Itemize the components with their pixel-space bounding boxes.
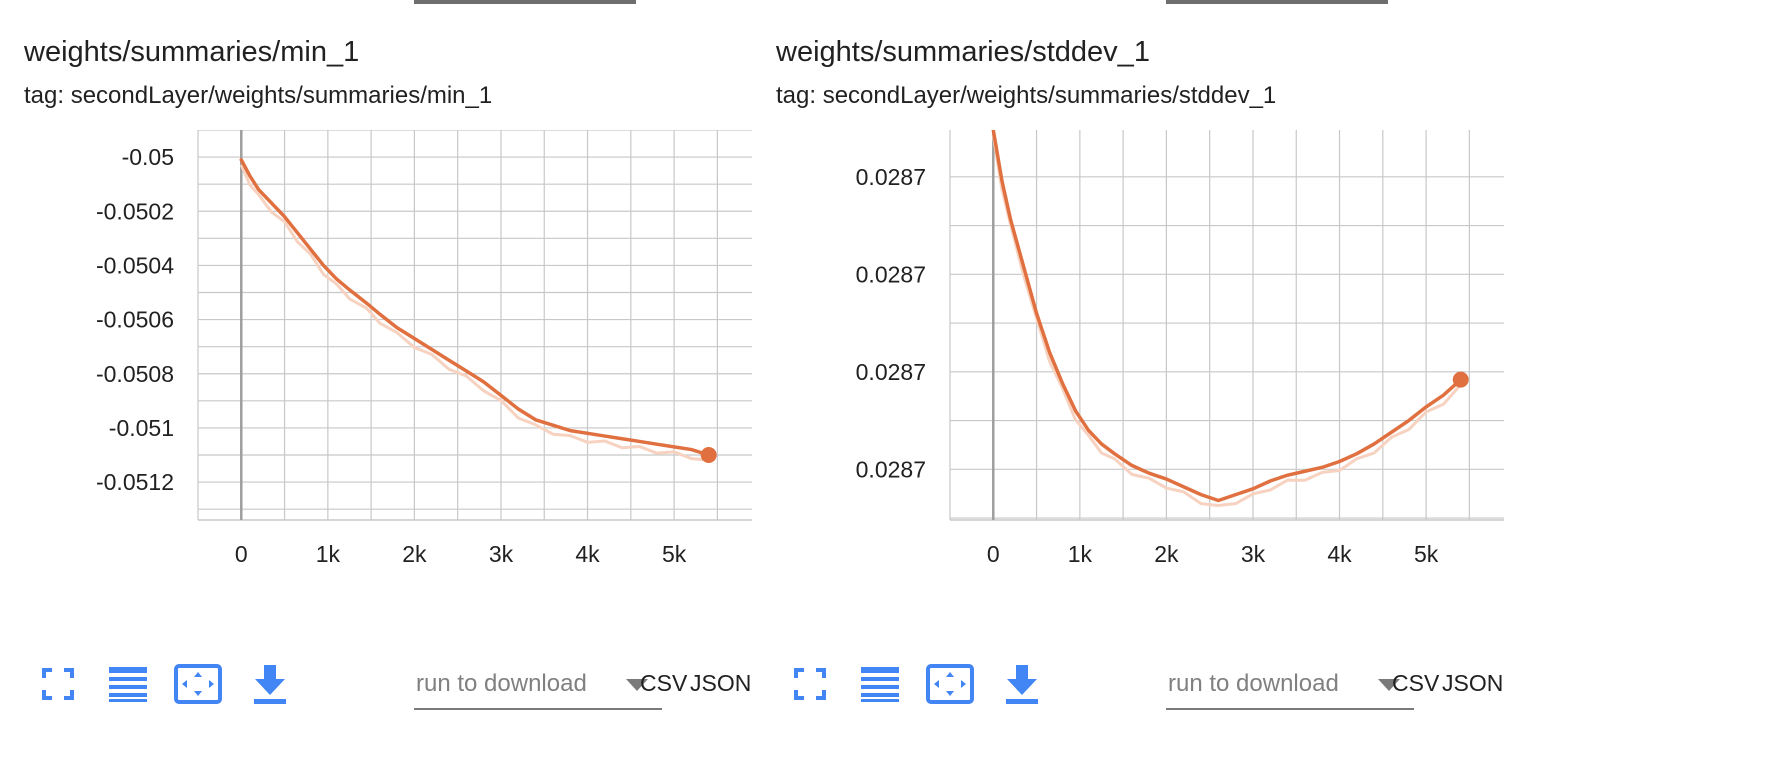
last-point-marker (700, 447, 717, 463)
grid (197, 130, 752, 520)
download-image-button[interactable] (1000, 660, 1044, 708)
card-tag: tag: secondLayer/weights/summaries/min_1 (24, 82, 493, 109)
line-chart-stddev[interactable]: 0 1k 2k 3k 4k 5k 0.0287 0.0287 0.0287 0.0287 (752, 130, 1602, 650)
last-point-marker (1452, 371, 1469, 388)
fit-domain-icon (174, 664, 222, 704)
json-link[interactable]: JSON (1442, 670, 1504, 696)
run-select[interactable]: run to download (414, 664, 662, 710)
y-tick-label: 0.0287 (856, 164, 926, 190)
series-line (991, 130, 1463, 503)
download-image-button[interactable] (248, 660, 292, 708)
y-tick-label: 0.0287 (856, 359, 926, 385)
fit-domain-icon (926, 664, 974, 704)
top-divider-right (1166, 0, 1388, 4)
x-tick-label: 0 (235, 541, 248, 567)
x-tick-label: 3k (1241, 541, 1266, 567)
y-tick-label: 0.0287 (856, 456, 926, 482)
y-tick-label: -0.051 (109, 415, 174, 441)
fullscreen-icon (42, 668, 74, 700)
csv-link[interactable]: CSV (1392, 670, 1440, 696)
run-select-placeholder: run to download (1168, 670, 1339, 697)
x-tick-label: 2k (1154, 541, 1179, 567)
run-select-placeholder: run to download (416, 670, 587, 697)
line-chart-min[interactable]: 0 1k 2k 3k 4k 5k -0.05 -0.0502 -0.0504 -0.0506 -0.… (0, 130, 850, 650)
y-tick-label: -0.0508 (96, 361, 174, 387)
chart-toolbar: run to download CSV JSON (0, 660, 850, 710)
card-title: weights/summaries/stddev_1 (776, 36, 1150, 68)
lines-icon (109, 667, 147, 702)
download-icon (1006, 665, 1038, 704)
y-tick-label: -0.0502 (96, 198, 174, 224)
json-link[interactable]: JSON (690, 670, 752, 696)
y-tick-label: 0.0287 (856, 261, 926, 287)
run-select[interactable]: run to download (1166, 664, 1414, 710)
x-tick-label: 1k (1068, 541, 1093, 567)
x-tick-label: 3k (489, 541, 514, 567)
x-tick-label: 1k (316, 541, 341, 567)
fullscreen-button[interactable] (788, 660, 832, 708)
card-tag: tag: secondLayer/weights/summaries/stdde… (776, 82, 1277, 109)
lines-icon (861, 667, 899, 702)
download-icon (254, 665, 286, 704)
x-tick-label: 4k (575, 541, 600, 567)
fullscreen-button[interactable] (36, 660, 80, 708)
x-tick-label: 5k (662, 541, 687, 567)
y-tick-label: -0.05 (122, 144, 174, 170)
dropdown-arrow-icon (1378, 679, 1400, 691)
toggle-log-scale-button[interactable] (104, 660, 152, 708)
chart-card-min: weights/summaries/min_1 tag: secondLayer… (0, 0, 850, 768)
grid (949, 130, 1504, 520)
chart-toolbar: run to download CSV JSON (752, 660, 1602, 710)
y-tick-label: -0.0504 (96, 252, 174, 278)
x-tick-label: 5k (1414, 541, 1439, 567)
csv-link[interactable]: CSV (640, 670, 688, 696)
series-line (239, 158, 711, 457)
y-tick-label: -0.0506 (96, 307, 174, 333)
fit-domain-button[interactable] (924, 660, 976, 708)
top-divider-left (414, 0, 636, 4)
card-title: weights/summaries/min_1 (24, 36, 360, 68)
x-tick-label: 4k (1327, 541, 1352, 567)
y-tick-label: -0.0512 (96, 469, 174, 495)
fullscreen-icon (794, 668, 826, 700)
chart-card-stddev: weights/summaries/stddev_1 tag: secondLa… (752, 0, 1602, 768)
raw-series-line (991, 134, 1462, 507)
fit-domain-button[interactable] (172, 660, 224, 708)
toggle-log-scale-button[interactable] (856, 660, 904, 708)
dropdown-arrow-icon (626, 679, 648, 691)
x-tick-label: 0 (987, 541, 1000, 567)
x-tick-label: 2k (402, 541, 427, 567)
raw-series-line (239, 164, 709, 462)
